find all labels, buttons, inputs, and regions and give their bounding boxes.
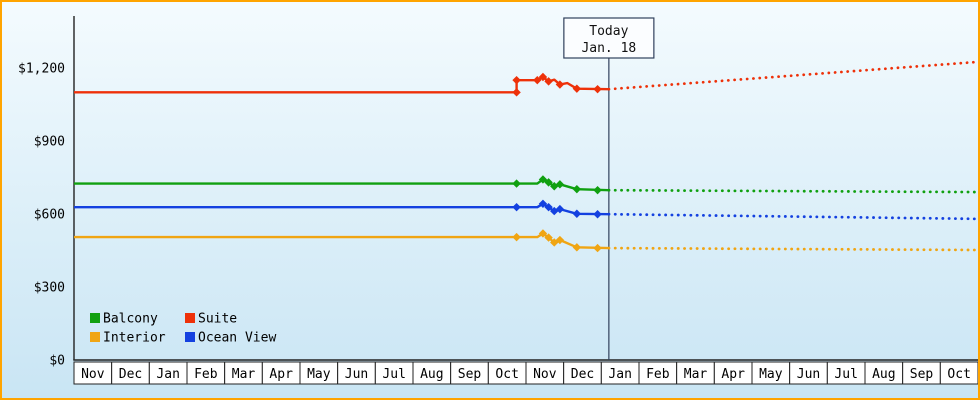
month-label: Jul bbox=[382, 367, 405, 382]
month-label: Jun bbox=[345, 367, 368, 382]
month-label: Oct bbox=[495, 367, 518, 382]
legend-swatch-ocean-view bbox=[185, 332, 195, 342]
legend-label-suite: Suite bbox=[198, 312, 237, 327]
y-axis-tick-label: $0 bbox=[49, 354, 65, 369]
series-suite-marker bbox=[512, 88, 521, 97]
legend-label-balcony: Balcony bbox=[103, 312, 158, 327]
series-suite-marker bbox=[512, 75, 521, 85]
y-axis-tick-label: $300 bbox=[34, 281, 65, 296]
series-suite-forecast-line bbox=[607, 60, 978, 91]
y-axis-tick-label: $1,200 bbox=[18, 62, 65, 77]
month-label: Nov bbox=[81, 367, 105, 382]
series-balcony-forecast-line bbox=[607, 188, 978, 194]
today-label-box bbox=[563, 17, 655, 59]
month-label: Sep bbox=[458, 367, 482, 382]
series-ocean-view-marker bbox=[593, 210, 602, 219]
series-interior-marker bbox=[593, 243, 602, 253]
series-ocean-view-marker bbox=[555, 204, 565, 214]
month-label: Feb bbox=[646, 367, 670, 382]
series-balcony-marker bbox=[538, 175, 548, 184]
legend-label-ocean-view: Ocean View bbox=[198, 331, 276, 346]
y-axis-tick-label: $900 bbox=[34, 135, 65, 150]
series-ocean-view-line bbox=[74, 202, 609, 216]
month-label: Mar bbox=[684, 367, 708, 382]
month-label: Feb bbox=[194, 367, 218, 382]
month-label: Aug bbox=[872, 367, 895, 382]
series-suite-marker bbox=[544, 77, 553, 86]
series-interior-line bbox=[74, 232, 609, 250]
legend-swatch-balcony bbox=[90, 313, 100, 323]
month-label: Apr bbox=[721, 367, 745, 382]
series-interior-marker bbox=[572, 243, 582, 252]
series-interior-marker bbox=[538, 229, 548, 238]
month-label: Nov bbox=[533, 367, 557, 382]
series-ocean-view-marker bbox=[512, 202, 521, 212]
series-ocean-view-marker bbox=[544, 202, 553, 212]
month-label: May bbox=[307, 367, 331, 382]
series-balcony-marker bbox=[512, 179, 521, 188]
series-balcony-marker bbox=[593, 185, 602, 195]
today-label-line1: Today bbox=[589, 24, 628, 39]
month-label: Aug bbox=[420, 367, 443, 382]
month-label: Dec bbox=[571, 367, 594, 382]
month-label: Jan bbox=[156, 367, 179, 382]
series-suite-line bbox=[74, 75, 609, 94]
legend-swatch-interior bbox=[90, 332, 100, 342]
month-label: Sep bbox=[910, 367, 934, 382]
series-suite-marker bbox=[593, 84, 602, 94]
series-interior-marker bbox=[544, 233, 553, 242]
series-suite-marker bbox=[555, 80, 565, 89]
series-balcony-marker bbox=[544, 178, 553, 187]
series-suite-marker bbox=[538, 72, 548, 82]
month-label: Jan bbox=[608, 367, 631, 382]
series-interior-forecast-line bbox=[607, 246, 978, 252]
y-axis-tick-label: $600 bbox=[34, 208, 65, 223]
series-interior-marker bbox=[512, 232, 521, 242]
month-label: Oct bbox=[947, 367, 970, 382]
series-balcony-marker bbox=[572, 184, 582, 194]
today-label-line2: Jan. 18 bbox=[581, 41, 636, 56]
month-label: Jun bbox=[797, 367, 820, 382]
month-label: Jul bbox=[834, 367, 857, 382]
legend-label-interior: Interior bbox=[103, 331, 166, 346]
series-ocean-view-marker bbox=[538, 199, 548, 208]
series-balcony-marker bbox=[555, 180, 565, 189]
month-label: Mar bbox=[232, 367, 256, 382]
series-ocean-view-forecast-line bbox=[607, 212, 978, 221]
month-label: May bbox=[759, 367, 783, 382]
series-suite-marker bbox=[572, 84, 582, 93]
month-label: Apr bbox=[269, 367, 293, 382]
legend-swatch-suite bbox=[185, 313, 195, 323]
series-interior-marker bbox=[555, 235, 565, 245]
series-ocean-view-marker bbox=[572, 209, 582, 218]
month-label: Dec bbox=[119, 367, 142, 382]
series-suite-marker bbox=[533, 75, 542, 85]
series-balcony-line bbox=[74, 178, 609, 192]
